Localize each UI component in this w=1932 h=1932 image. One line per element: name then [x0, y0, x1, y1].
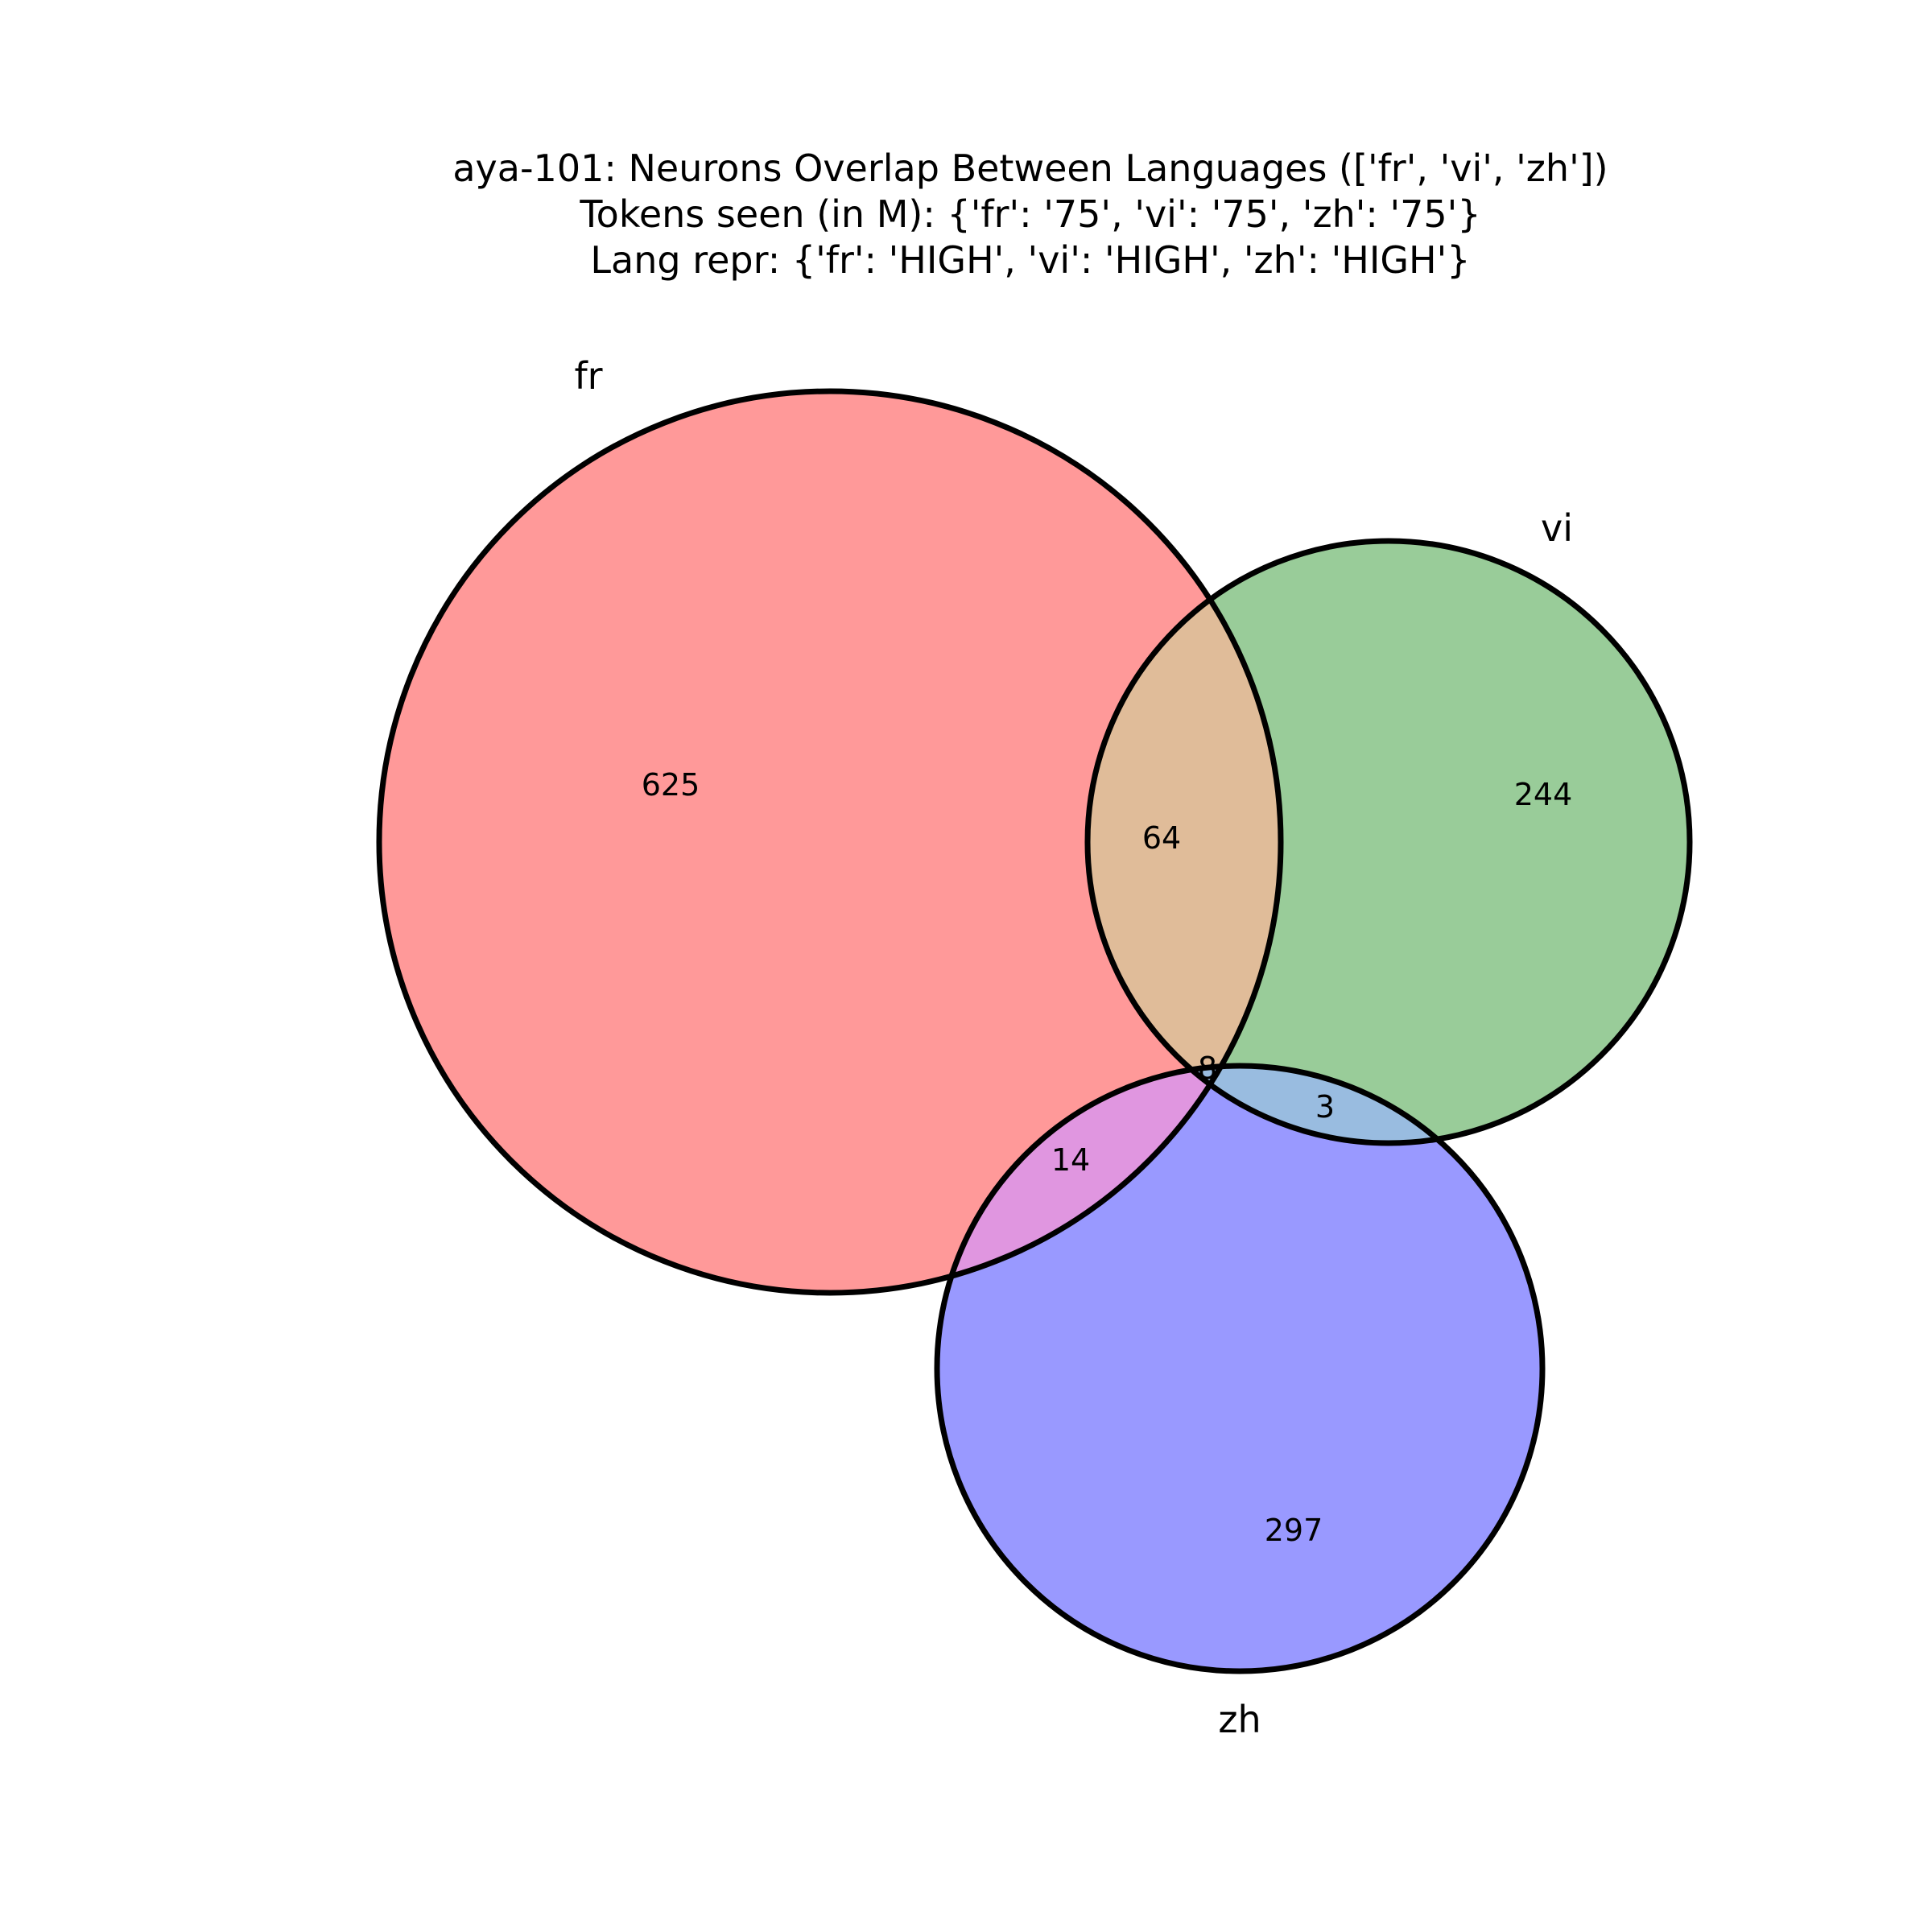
fr-vi-overlap-fill — [1088, 541, 1281, 1143]
count-vi-only: 244 — [1514, 777, 1573, 812]
fr-circle-fill — [379, 391, 1281, 1293]
figure-title: aya-101: Neurons Overlap Between Languag… — [452, 147, 1608, 282]
title-line-1: aya-101: Neurons Overlap Between Languag… — [452, 147, 1608, 190]
count-fr-zh: 14 — [1051, 1142, 1090, 1178]
set-label-fr: fr — [574, 354, 602, 398]
count-fr-only: 625 — [642, 767, 700, 803]
count-zh-only: 297 — [1265, 1513, 1323, 1548]
count-fr-vi: 64 — [1142, 820, 1181, 856]
set-label-zh: zh — [1218, 1698, 1261, 1741]
title-line-2: Tokens seen (in M): {'fr': '75', 'vi': '… — [579, 192, 1480, 236]
vi-circle-outline — [1084, 538, 1693, 1146]
count-fr-vi-zh: 8 — [1198, 1051, 1217, 1086]
zh-circle-fill — [937, 1066, 1542, 1671]
fr-circle-outline — [376, 388, 1284, 1296]
title-line-3: Lang repr: {'fr': 'HIGH', 'vi': 'HIGH', … — [590, 238, 1470, 282]
zh-circle-outline — [934, 1063, 1546, 1674]
count-vi-zh: 3 — [1315, 1089, 1335, 1125]
set-label-vi: vi — [1541, 506, 1573, 550]
